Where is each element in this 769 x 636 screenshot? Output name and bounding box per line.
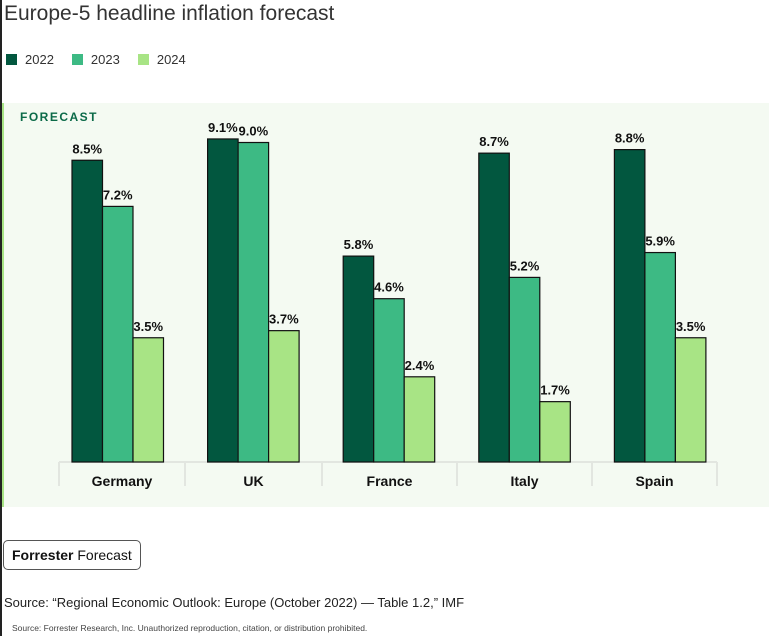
category-label: UK xyxy=(243,473,263,489)
data-label: 8.8% xyxy=(615,131,645,146)
legend-swatch xyxy=(71,54,83,65)
data-label: 8.5% xyxy=(72,141,102,156)
data-label: 3.5% xyxy=(676,319,706,334)
category-label: Spain xyxy=(635,473,673,489)
legend-item-2022: 2022 xyxy=(6,52,54,67)
chart-title: Europe-5 headline inflation forecast xyxy=(4,2,335,25)
bar-italy-2024 xyxy=(539,401,571,463)
forrester-forecast-badge: Forrester Forecast xyxy=(3,540,141,570)
bar-france-2023 xyxy=(373,298,405,463)
bar-uk-2024 xyxy=(268,330,300,463)
legend-item-2024: 2024 xyxy=(137,52,186,67)
bar-france-2022 xyxy=(342,255,375,463)
data-label: 5.9% xyxy=(645,234,675,249)
bar-spain-2024 xyxy=(674,337,707,463)
bar-italy-2022 xyxy=(478,152,510,463)
badge-bold: Forrester xyxy=(12,547,74,563)
footer-text: Source: Forrester Research, Inc. Unautho… xyxy=(12,623,368,633)
bar-uk-2023 xyxy=(237,141,270,463)
legend-item-2023: 2023 xyxy=(71,52,120,67)
bar-italy-2023 xyxy=(508,276,541,463)
category-label: Germany xyxy=(92,473,153,489)
bar-germany-2024 xyxy=(132,337,165,463)
data-label: 5.2% xyxy=(510,258,540,273)
legend-label: 2022 xyxy=(25,52,54,67)
bar-spain-2022 xyxy=(613,149,646,463)
legend-label: 2023 xyxy=(90,52,120,67)
data-label: 3.7% xyxy=(269,312,299,327)
legend-swatch xyxy=(6,54,17,65)
data-label: 1.7% xyxy=(540,383,570,398)
data-label: 9.1% xyxy=(208,120,238,135)
bar-germany-2023 xyxy=(101,205,134,463)
source-text: Source: “Regional Economic Outlook: Euro… xyxy=(4,595,465,610)
legend-swatch xyxy=(137,54,149,65)
badge-rest: Forecast xyxy=(77,547,132,563)
bar-france-2024 xyxy=(403,376,436,463)
bar-uk-2022 xyxy=(207,138,239,463)
data-label: 5.8% xyxy=(344,237,374,252)
data-label: 4.6% xyxy=(374,280,404,295)
category-label: Italy xyxy=(510,473,538,489)
data-label: 3.5% xyxy=(133,319,163,334)
legend-label: 2024 xyxy=(156,52,186,67)
data-label: 7.2% xyxy=(103,187,133,202)
data-label: 2.4% xyxy=(405,358,435,373)
bar-spain-2023 xyxy=(644,251,677,463)
data-label: 9.0% xyxy=(239,124,269,139)
legend: 2022 2023 2024 xyxy=(6,52,186,67)
category-label: France xyxy=(367,473,413,489)
forecast-label: FORECAST xyxy=(20,110,98,124)
data-label: 8.7% xyxy=(479,134,509,149)
bar-germany-2022 xyxy=(71,159,104,463)
